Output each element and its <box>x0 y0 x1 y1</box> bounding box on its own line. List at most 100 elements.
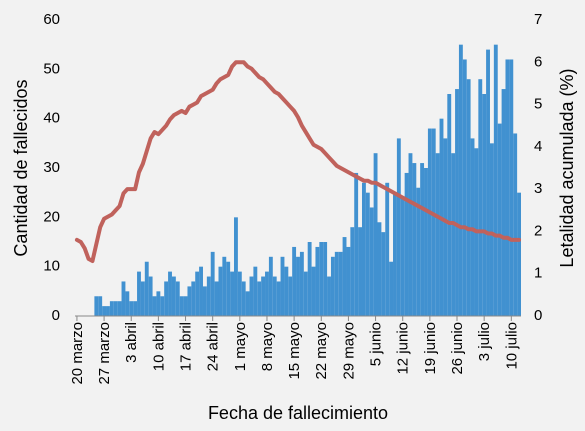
bar <box>98 296 103 316</box>
x-tick-label: 27 marzo <box>96 322 113 385</box>
y2-tick-label: 1 <box>534 265 542 282</box>
bar <box>241 281 246 316</box>
bar <box>404 172 409 316</box>
bar <box>113 301 118 316</box>
x-tick-label: 29 mayo <box>340 322 357 380</box>
bar <box>183 296 188 316</box>
bar <box>137 271 141 316</box>
y2-tick-label: 7 <box>534 11 542 28</box>
y-tick-label: 30 <box>43 159 60 176</box>
bar <box>121 281 126 316</box>
bar <box>412 163 417 316</box>
bar <box>400 197 405 316</box>
bar <box>427 128 432 316</box>
bar <box>466 79 471 316</box>
bar <box>458 44 463 317</box>
bar <box>509 59 514 316</box>
bar <box>171 276 176 316</box>
bar <box>497 123 502 316</box>
bar <box>489 143 494 316</box>
bar <box>486 49 490 316</box>
bar <box>346 246 351 316</box>
bar <box>276 281 281 316</box>
bar <box>505 59 510 316</box>
bar <box>517 192 521 316</box>
bar <box>365 192 370 316</box>
bar <box>358 227 362 316</box>
y-tick-label: 20 <box>43 208 60 225</box>
bar <box>199 266 203 316</box>
bar <box>230 271 235 316</box>
bar <box>389 261 394 316</box>
x-tick-label: 24 abril <box>205 322 222 371</box>
bar <box>307 242 312 316</box>
bar <box>222 256 227 316</box>
bar <box>164 281 169 316</box>
y2-axis-title: Letalidad acumulada (%) <box>557 68 577 267</box>
bar <box>354 172 359 316</box>
bar <box>323 242 328 316</box>
bar <box>435 153 440 316</box>
bar <box>447 94 452 316</box>
bar <box>109 301 114 316</box>
x-tick-label: 10 abril <box>150 322 167 371</box>
bar <box>377 222 382 316</box>
bar <box>315 246 320 316</box>
bar <box>451 153 456 316</box>
x-tick-label: 10 julio <box>503 322 520 370</box>
y2-tick-label: 4 <box>534 138 542 155</box>
bar <box>257 281 262 316</box>
bar <box>311 266 316 316</box>
bar <box>443 138 448 316</box>
bar <box>381 232 386 316</box>
bar <box>369 207 374 316</box>
bar <box>202 286 207 316</box>
bar <box>420 163 425 316</box>
bar <box>462 59 467 316</box>
bar <box>234 217 238 316</box>
x-tick-label: 26 junio <box>449 322 466 375</box>
bar <box>195 271 200 316</box>
bar <box>261 276 266 316</box>
bar <box>288 276 293 316</box>
y2-tick-label: 2 <box>534 222 542 239</box>
y-tick-label: 40 <box>43 110 60 127</box>
x-axis-title: Fecha de fallecimiento <box>208 403 388 423</box>
bar <box>106 306 110 316</box>
bar <box>327 276 331 316</box>
bar <box>218 266 223 316</box>
bar <box>396 138 401 316</box>
bar <box>152 296 157 316</box>
bar <box>493 44 498 317</box>
bar <box>175 281 180 316</box>
bar <box>342 237 347 316</box>
bar <box>478 79 483 316</box>
x-tick-label: 12 junio <box>395 322 412 375</box>
bar <box>455 89 459 316</box>
bar <box>102 306 107 316</box>
bar <box>303 271 308 316</box>
bar <box>206 276 211 316</box>
x-tick-label: 19 junio <box>422 322 439 375</box>
bar <box>338 251 343 316</box>
bar <box>330 256 335 316</box>
bar <box>280 256 285 316</box>
bar <box>470 138 475 316</box>
bar <box>292 246 297 316</box>
bar <box>253 266 258 316</box>
bar <box>226 261 231 316</box>
bar <box>284 266 289 316</box>
bar <box>179 296 184 316</box>
bar <box>237 271 242 316</box>
bar <box>265 271 269 316</box>
bar <box>296 256 300 316</box>
x-tick-label: 17 abril <box>177 322 194 371</box>
bar <box>272 276 277 316</box>
bar <box>299 251 304 316</box>
y2-tick-label: 3 <box>534 180 542 197</box>
bar <box>94 296 99 316</box>
bar <box>144 261 149 316</box>
bar <box>373 153 378 316</box>
y-tick-label: 50 <box>43 60 60 77</box>
bar <box>245 291 250 316</box>
